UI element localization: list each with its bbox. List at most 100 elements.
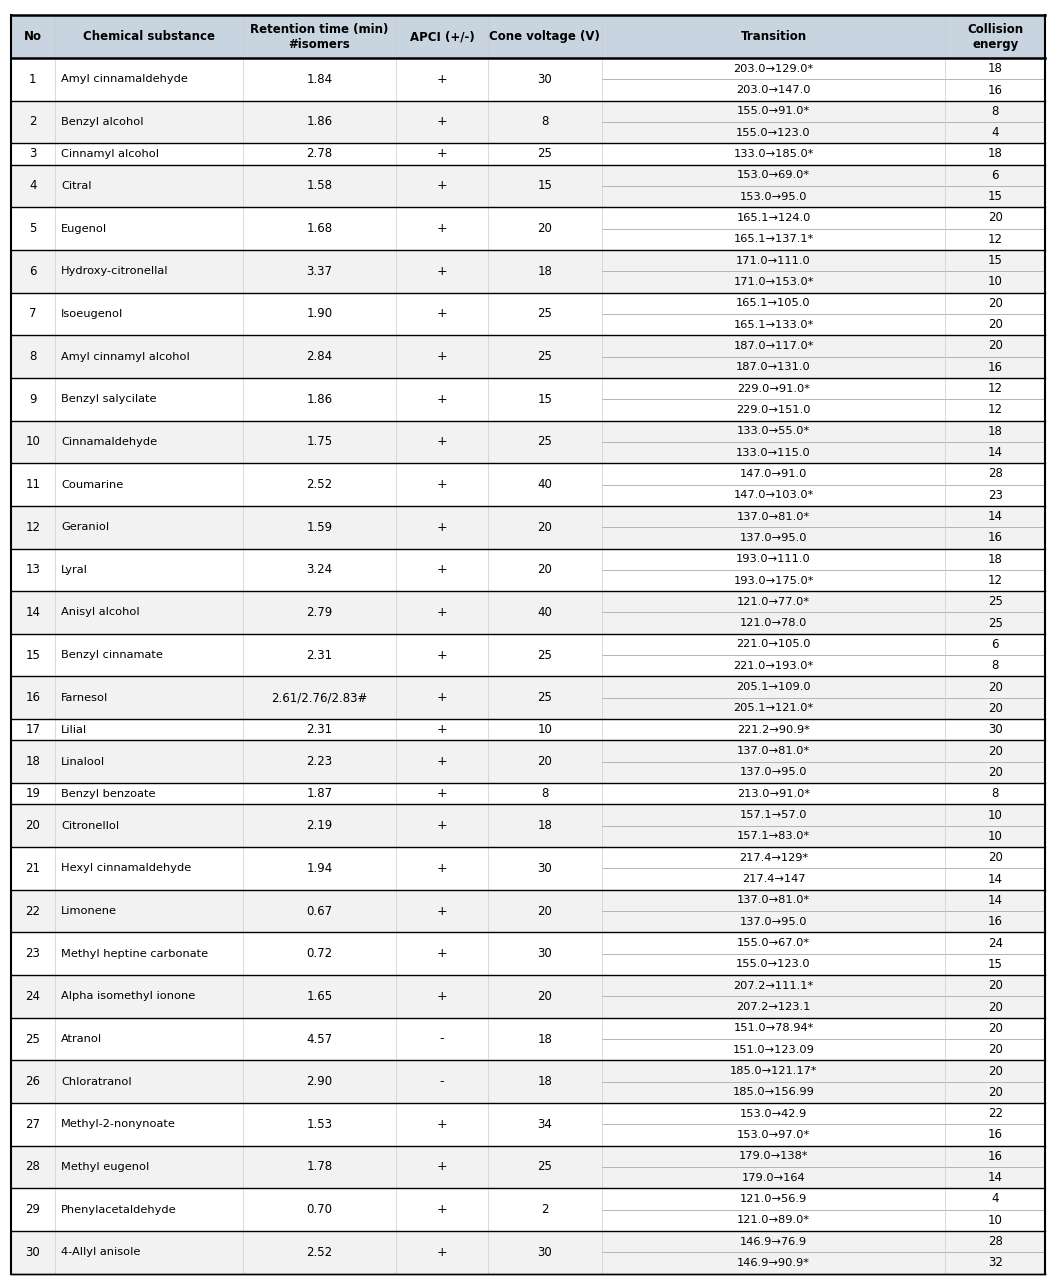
Text: 6: 6 [29,265,37,278]
Text: Methyl eugenol: Methyl eugenol [61,1162,150,1172]
Text: 16: 16 [987,1149,1003,1162]
Bar [11,783,1045,804]
Text: +: + [436,649,448,662]
Text: 10: 10 [25,435,40,448]
Text: 1.65: 1.65 [306,989,333,1002]
Text: 147.0→91.0: 147.0→91.0 [740,468,807,479]
Text: 2.52: 2.52 [306,1245,333,1258]
Text: 2.31: 2.31 [306,649,333,662]
Text: 137.0→81.0*: 137.0→81.0* [737,512,810,521]
Text: 203.0→129.0*: 203.0→129.0* [734,64,813,74]
Text: +: + [436,723,448,736]
Text: Eugenol: Eugenol [61,224,108,234]
Bar [11,207,1045,250]
Text: 10: 10 [987,275,1003,288]
Text: +: + [436,147,448,160]
Text: 8: 8 [992,659,999,672]
Text: 4: 4 [992,1193,999,1206]
Text: 1.53: 1.53 [306,1117,333,1130]
Bar [11,804,1045,847]
Text: 23: 23 [25,947,40,960]
Text: 20: 20 [987,319,1003,332]
Text: 1.75: 1.75 [306,435,333,448]
Text: 207.2→123.1: 207.2→123.1 [736,1002,811,1012]
Text: 20: 20 [987,701,1003,716]
Text: 137.0→95.0: 137.0→95.0 [740,916,807,927]
Text: +: + [436,989,448,1002]
Text: 121.0→77.0*: 121.0→77.0* [737,596,810,607]
Text: +: + [436,115,448,128]
Text: Chemical substance: Chemical substance [82,31,215,44]
Text: 30: 30 [538,947,552,960]
Text: 25: 25 [538,349,552,364]
Text: 18: 18 [538,1075,552,1088]
Text: 2: 2 [29,115,37,128]
Text: 19: 19 [25,787,40,800]
Bar [11,1060,1045,1103]
Text: +: + [436,1161,448,1174]
Text: 2.90: 2.90 [306,1075,333,1088]
Text: +: + [436,1203,448,1216]
Text: 2: 2 [541,1203,549,1216]
Bar [11,591,1045,634]
Bar [11,847,1045,890]
Text: 20: 20 [987,681,1003,694]
Text: 29: 29 [25,1203,40,1216]
Text: +: + [436,787,448,800]
Text: Collision
energy: Collision energy [967,23,1023,51]
Text: 193.0→175.0*: 193.0→175.0* [733,576,814,585]
Bar [11,101,1045,143]
Text: 3: 3 [30,147,36,160]
Text: 15: 15 [987,255,1003,268]
Text: Amyl cinnamaldehyde: Amyl cinnamaldehyde [61,74,188,84]
Text: 18: 18 [987,553,1003,566]
Text: 7: 7 [29,307,37,320]
Text: 155.0→67.0*: 155.0→67.0* [737,938,810,948]
Text: Citronellol: Citronellol [61,820,119,831]
Text: 20: 20 [987,1043,1003,1056]
Text: Geraniol: Geraniol [61,522,110,532]
Text: 133.0→55.0*: 133.0→55.0* [737,426,810,436]
Text: 9: 9 [29,393,37,406]
Text: 12: 12 [987,573,1003,588]
Text: 4: 4 [992,127,999,140]
Text: +: + [436,905,448,918]
Text: 185.0→121.17*: 185.0→121.17* [730,1066,817,1076]
Text: 18: 18 [987,425,1003,438]
Text: Anisyl alcohol: Anisyl alcohol [61,608,139,617]
Text: +: + [436,563,448,576]
Text: Coumarine: Coumarine [61,480,124,489]
Text: 146.9→90.9*: 146.9→90.9* [737,1258,810,1268]
Text: 20: 20 [987,1001,1003,1014]
Text: 171.0→153.0*: 171.0→153.0* [733,276,814,287]
Text: 1.94: 1.94 [306,861,333,876]
Text: +: + [436,393,448,406]
Text: 18: 18 [987,147,1003,160]
Text: 2.31: 2.31 [306,723,333,736]
Text: 15: 15 [987,191,1003,204]
Text: 137.0→81.0*: 137.0→81.0* [737,896,810,905]
Text: +: + [436,1117,448,1130]
Text: 25: 25 [538,435,552,448]
Text: 179.0→164: 179.0→164 [741,1172,806,1183]
Text: 1.78: 1.78 [306,1161,333,1174]
Text: 28: 28 [25,1161,40,1174]
Text: 1.84: 1.84 [306,73,333,86]
Text: 20: 20 [538,989,552,1002]
Text: 2.78: 2.78 [306,147,333,160]
Text: 11: 11 [25,477,40,492]
Text: 221.0→105.0: 221.0→105.0 [736,640,811,649]
Text: 153.0→42.9: 153.0→42.9 [740,1108,807,1119]
Text: 12: 12 [987,381,1003,396]
Text: 25: 25 [538,147,552,160]
Text: 20: 20 [538,755,552,768]
Text: 2.61/2.76/2.83#: 2.61/2.76/2.83# [271,691,367,704]
Text: 1.86: 1.86 [306,393,333,406]
Text: 4.57: 4.57 [306,1033,333,1046]
Text: 25: 25 [538,1161,552,1174]
Text: 165.1→137.1*: 165.1→137.1* [734,234,813,244]
Text: 15: 15 [538,179,552,192]
Text: +: + [436,477,448,492]
Text: 1.59: 1.59 [306,521,333,534]
Text: 0.70: 0.70 [306,1203,333,1216]
